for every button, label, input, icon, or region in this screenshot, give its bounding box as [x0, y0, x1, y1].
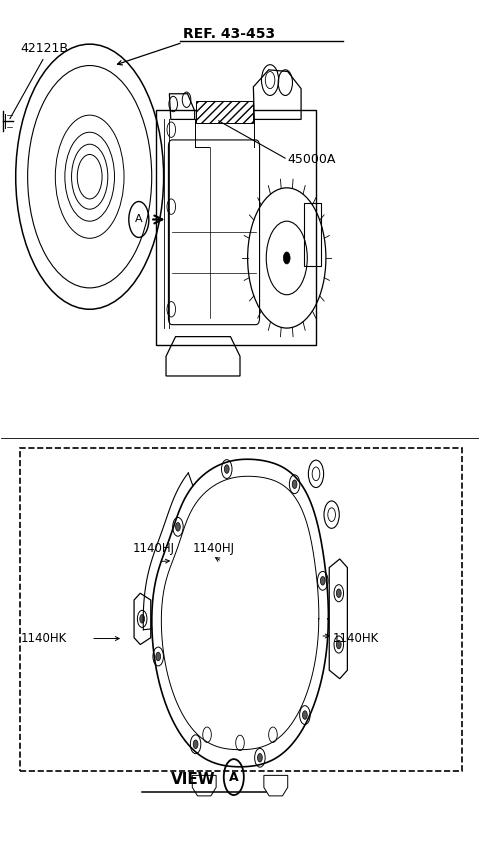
Text: 1140HK: 1140HK [21, 632, 67, 645]
Circle shape [156, 652, 161, 661]
Text: 42121B: 42121B [21, 42, 69, 55]
Circle shape [176, 523, 180, 531]
Text: A: A [229, 770, 239, 783]
Circle shape [292, 480, 297, 488]
Text: VIEW: VIEW [171, 772, 216, 787]
Text: 45000A: 45000A [288, 153, 336, 166]
Text: REF. 43-453: REF. 43-453 [183, 27, 275, 41]
Text: 1140HK: 1140HK [333, 632, 379, 645]
Circle shape [283, 252, 290, 264]
Circle shape [336, 589, 341, 597]
Text: 1140HJ: 1140HJ [132, 542, 175, 555]
Circle shape [336, 640, 341, 649]
Text: A: A [135, 214, 143, 225]
Circle shape [193, 740, 198, 748]
FancyBboxPatch shape [196, 101, 253, 123]
Circle shape [140, 614, 144, 623]
Circle shape [224, 465, 229, 474]
Circle shape [320, 577, 325, 585]
Text: 1140HJ: 1140HJ [192, 542, 234, 555]
Circle shape [257, 753, 262, 762]
Circle shape [302, 710, 307, 719]
